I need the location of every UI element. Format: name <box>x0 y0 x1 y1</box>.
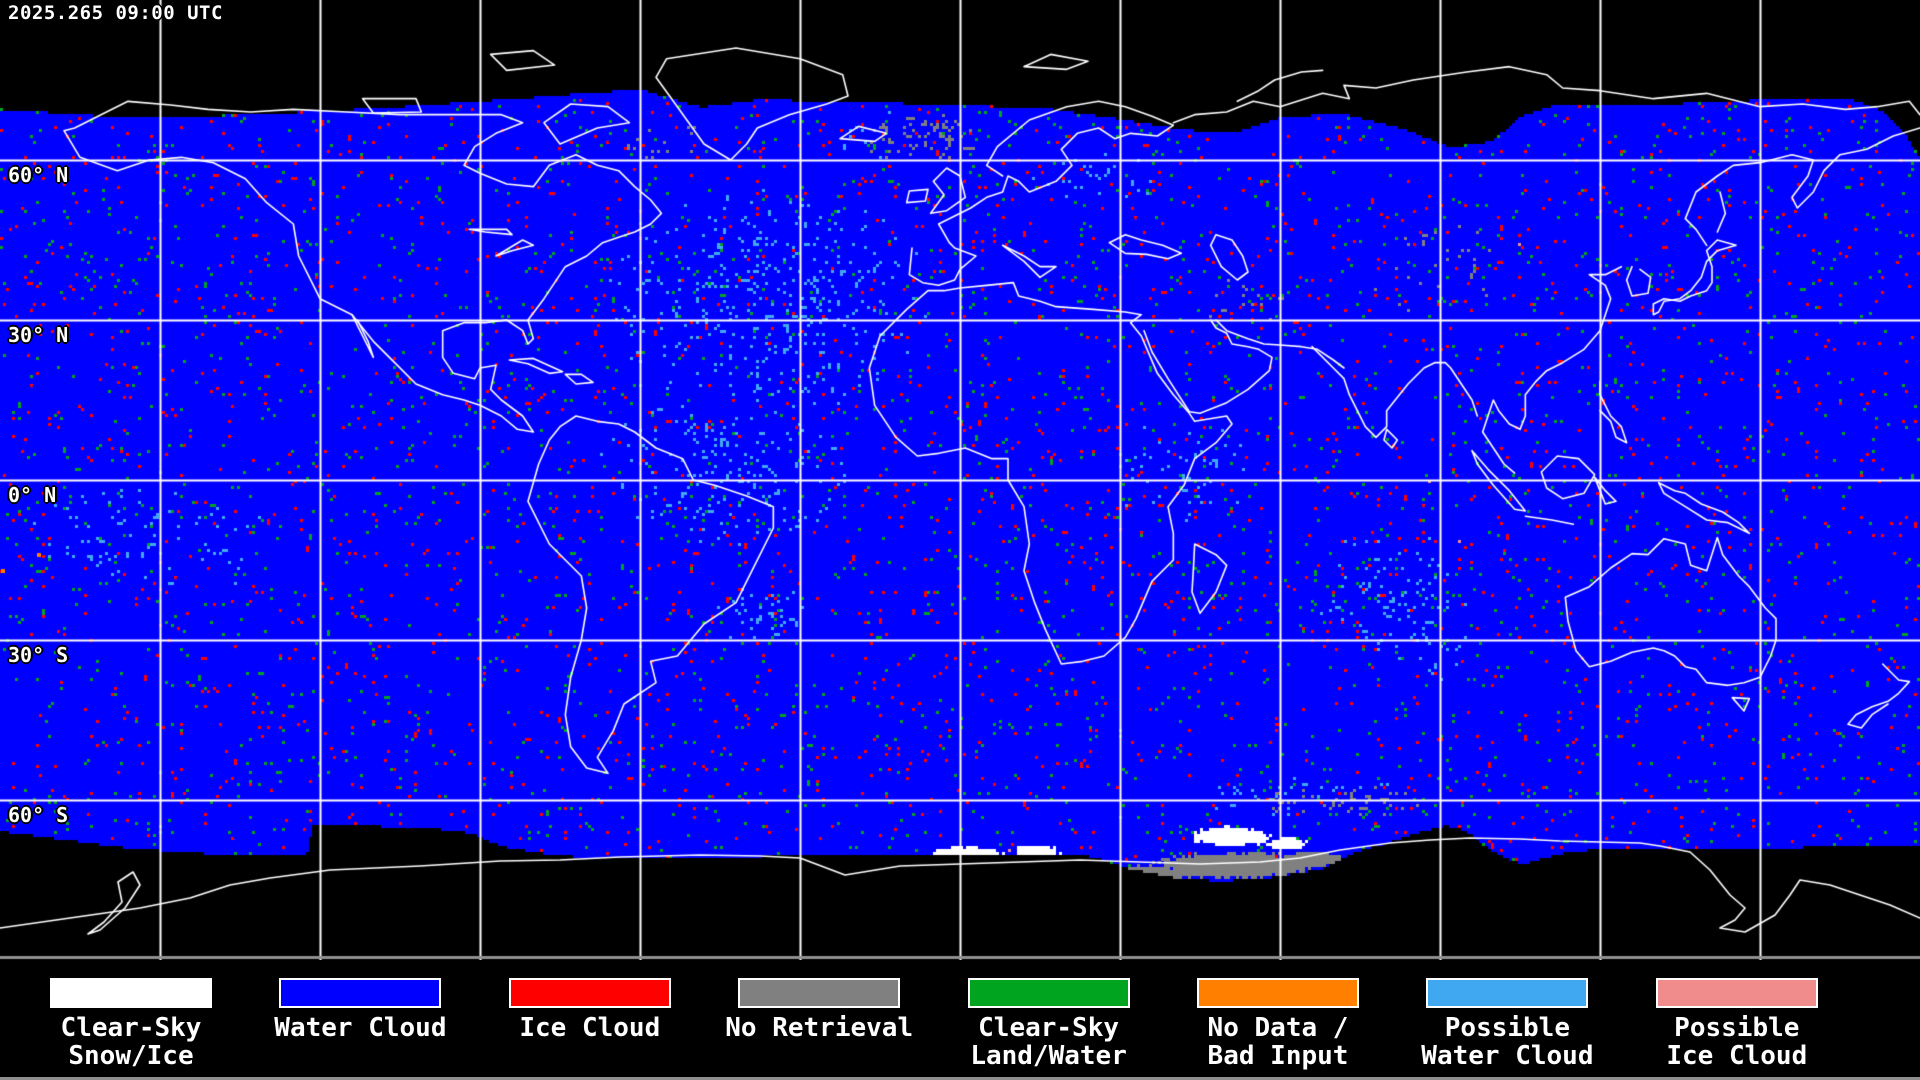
legend-label-line: No Data / <box>1207 1013 1349 1043</box>
latitude-label-30N: 30° N <box>8 323 69 347</box>
legend-swatch-ice_cloud <box>508 978 671 1008</box>
legend-label-clear_sky_land_water: Clear-Sky Land/Water <box>929 1014 1169 1070</box>
legend-label-line: Possible <box>1674 1013 1800 1043</box>
legend-label-line: Snow/Ice <box>68 1041 194 1071</box>
legend-label-line: Land/Water <box>970 1041 1127 1071</box>
legend-swatch-no_data_bad_input <box>1197 978 1359 1008</box>
latitude-label-60S: 60° S <box>8 803 69 827</box>
latitude-label-30S: 30° S <box>8 643 69 667</box>
cloud-mask-map <box>0 0 1920 960</box>
legend-label-line: Clear-Sky <box>60 1013 202 1043</box>
legend-label-water_cloud: Water Cloud <box>240 1014 480 1042</box>
legend-label-line: Ice Cloud <box>1666 1041 1808 1071</box>
legend-label-clear_sky_snow_ice: Clear-Sky Snow/Ice <box>11 1014 251 1070</box>
legend-swatch-clear_sky_snow_ice <box>50 978 212 1008</box>
latitude-label-0N: 0° N <box>8 483 57 507</box>
legend-label-no_data_bad_input: No Data / Bad Input <box>1158 1014 1398 1070</box>
legend-swatch-no_retrieval <box>738 978 901 1008</box>
legend-label-line: Possible <box>1444 1013 1570 1043</box>
legend-label-no_retrieval: No Retrieval <box>699 1014 939 1042</box>
legend-label-possible_water_cloud: Possible Water Cloud <box>1387 1014 1627 1070</box>
legend-label-line: Bad Input <box>1207 1041 1349 1071</box>
legend-swatch-possible_water_cloud <box>1426 978 1589 1008</box>
legend-label-ice_cloud: Ice Cloud <box>470 1014 710 1042</box>
legend-label-possible_ice_cloud: Possible Ice Cloud <box>1617 1014 1857 1070</box>
legend-label-line: Clear-Sky <box>978 1013 1120 1043</box>
legend-swatch-clear_sky_land_water <box>967 978 1130 1008</box>
legend-bar: Clear-Sky Snow/Ice Water Cloud Ice Cloud No … <box>0 960 1920 1080</box>
latitude-label-60N: 60° N <box>8 163 69 187</box>
bottom-separator-line <box>0 1077 1920 1080</box>
legend-label-line: Ice Cloud <box>519 1013 661 1043</box>
legend-label-line: Water Cloud <box>274 1013 447 1043</box>
legend-swatch-water_cloud <box>279 978 442 1008</box>
legend-swatch-possible_ice_cloud <box>1655 978 1818 1008</box>
legend-label-line: No Retrieval <box>725 1013 914 1043</box>
legend-label-line: Water Cloud <box>1421 1041 1594 1071</box>
timestamp-label: 2025.265 09:00 UTC <box>8 2 223 24</box>
